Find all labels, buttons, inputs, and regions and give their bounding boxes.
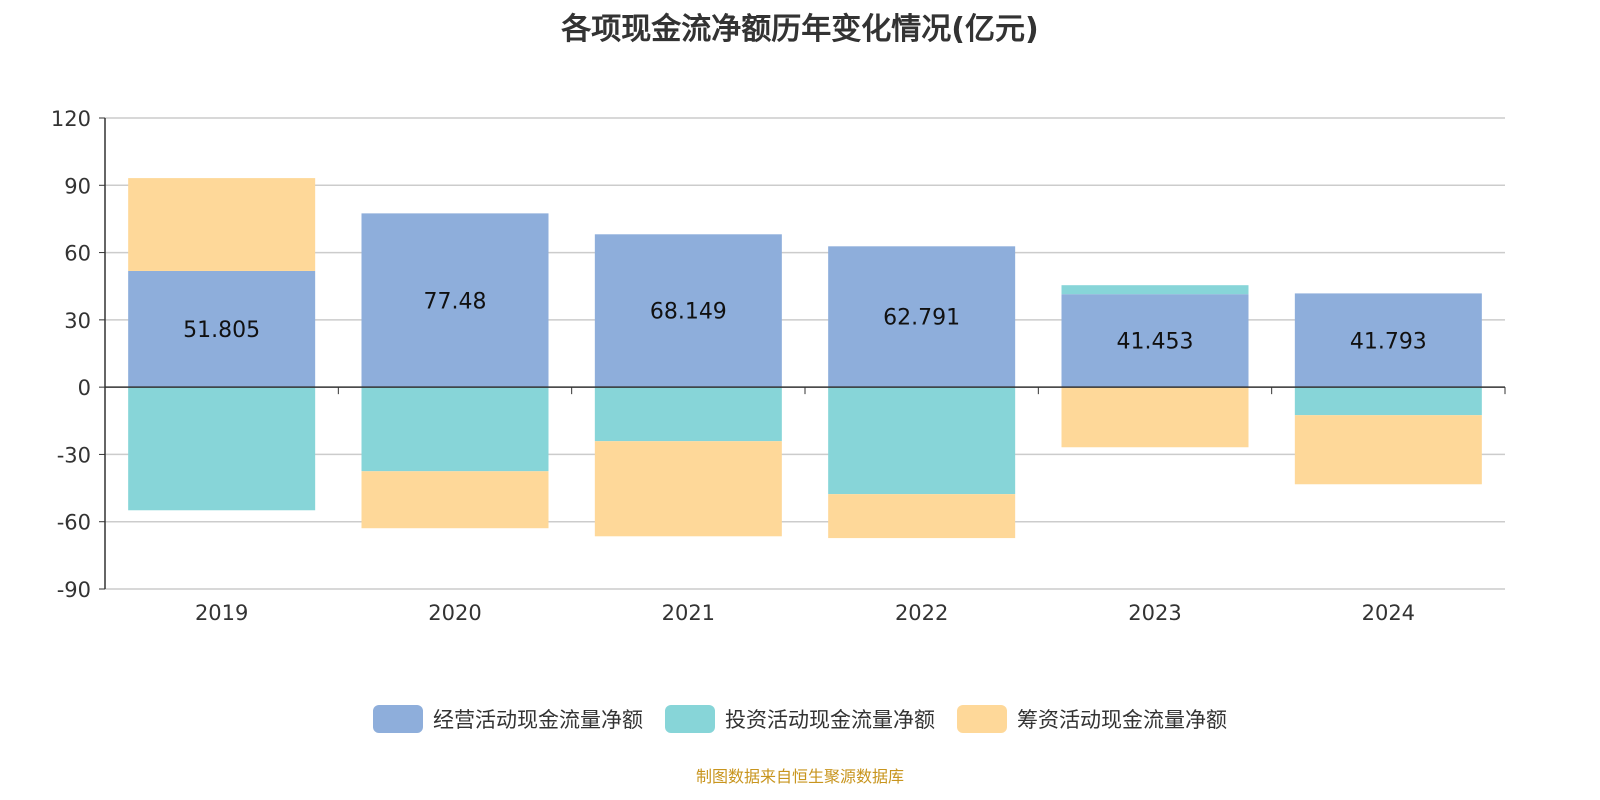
bar-1-2019 xyxy=(128,387,316,511)
data-label: 68.149 xyxy=(650,300,727,325)
bar-1-2022 xyxy=(828,387,1016,495)
bar-0-2024 xyxy=(1294,293,1482,388)
y-tick-label: 60 xyxy=(64,242,91,266)
legend-item[interactable]: 筹资活动现金流量净额 xyxy=(957,704,1227,734)
source-note: 制图数据来自恒生聚源数据库 xyxy=(695,767,904,786)
y-tick-label: -90 xyxy=(57,578,91,602)
data-label: 41.793 xyxy=(1350,329,1427,354)
bar-1-2023 xyxy=(1061,285,1249,295)
legend-swatch xyxy=(373,705,423,733)
data-label: 51.805 xyxy=(183,318,260,343)
y-tick-label: 120 xyxy=(51,107,91,131)
bar-2-2019 xyxy=(128,178,316,271)
data-label: 62.791 xyxy=(883,306,960,331)
data-label: 41.453 xyxy=(1117,330,1194,355)
data-label: 77.48 xyxy=(424,289,487,314)
y-tick-label: -60 xyxy=(57,511,91,535)
y-tick-label: -30 xyxy=(57,443,91,467)
bar-2-2020 xyxy=(361,471,549,529)
y-tick-label: 90 xyxy=(64,174,91,198)
bar-2-2021 xyxy=(594,441,782,537)
legend-item[interactable]: 经营活动现金流量净额 xyxy=(373,704,643,734)
x-tick-label: 2024 xyxy=(1362,601,1415,625)
bar-1-2020 xyxy=(361,387,549,472)
bar-2-2022 xyxy=(828,494,1016,539)
legend-label: 投资活动现金流量净额 xyxy=(725,708,935,732)
y-tick-label: 30 xyxy=(64,309,91,333)
bar-0-2023 xyxy=(1061,294,1249,388)
legend-label: 筹资活动现金流量净额 xyxy=(1017,708,1227,732)
x-tick-label: 2021 xyxy=(662,601,715,625)
x-tick-label: 2023 xyxy=(1128,601,1181,625)
y-tick-label: 0 xyxy=(78,376,91,400)
bar-2-2023 xyxy=(1061,387,1249,448)
x-tick-label: 2020 xyxy=(428,601,481,625)
chart-plot: 120 90 60 30 0 -30 -60 -90 51.805 2019 77.48 2020 68… xyxy=(51,107,1506,625)
chart-title: 各项现金流净额历年变化情况(亿元) xyxy=(561,12,1039,47)
legend: 经营活动现金流量净额 投资活动现金流量净额 筹资活动现金流量净额 xyxy=(0,704,1600,734)
bar-0-2021 xyxy=(594,234,782,388)
bar-0-2019 xyxy=(128,270,316,388)
bar-1-2021 xyxy=(594,387,782,442)
bar-0-2020 xyxy=(361,213,549,388)
bar-2-2024 xyxy=(1294,415,1482,485)
x-tick-label: 2019 xyxy=(195,601,248,625)
legend-item[interactable]: 投资活动现金流量净额 xyxy=(665,704,935,734)
legend-swatch xyxy=(957,705,1007,733)
bar-0-2022 xyxy=(828,246,1016,388)
legend-swatch xyxy=(665,705,715,733)
bar-1-2024 xyxy=(1294,387,1482,416)
legend-label: 经营活动现金流量净额 xyxy=(433,708,643,732)
x-tick-label: 2022 xyxy=(895,601,948,625)
